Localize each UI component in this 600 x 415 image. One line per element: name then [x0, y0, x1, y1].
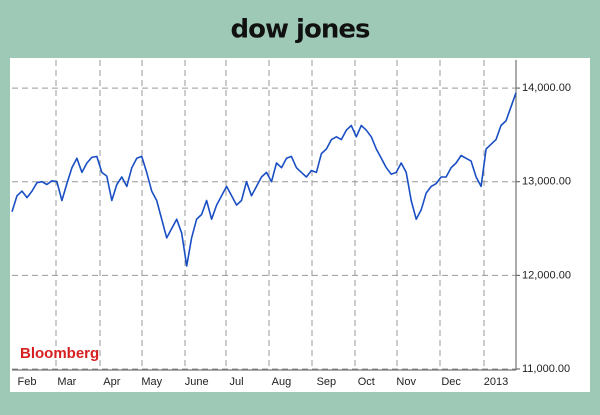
- y-tick-label: 13,000.00: [522, 176, 571, 188]
- panel: [10, 58, 590, 392]
- data-line: [11, 92, 517, 267]
- x-tick-label: June: [185, 376, 209, 388]
- x-tick-label: Dec: [441, 376, 461, 388]
- x-tick-label: Apr: [103, 376, 120, 388]
- x-tick-label: Oct: [358, 376, 375, 388]
- x-tick-label: Aug: [272, 376, 292, 388]
- x-tick-label: Jul: [230, 376, 244, 388]
- source: Bloomberg: [20, 345, 99, 362]
- x-tick-label: Feb: [17, 376, 36, 388]
- y-tick-label: 11,000.00: [522, 363, 570, 375]
- x-tick-label: May: [141, 376, 162, 388]
- y-tick-label: 14,000.00: [522, 82, 571, 94]
- x-tick-label: Mar: [57, 376, 76, 388]
- x-tick-label: Sep: [317, 376, 337, 388]
- chart-title: dow jones: [231, 15, 370, 45]
- month-dividers: [55, 60, 485, 370]
- y-tick-label: 12,000.00: [522, 269, 571, 281]
- x-tick-label: 2013: [484, 376, 508, 388]
- x-tick-label: Nov: [396, 376, 416, 388]
